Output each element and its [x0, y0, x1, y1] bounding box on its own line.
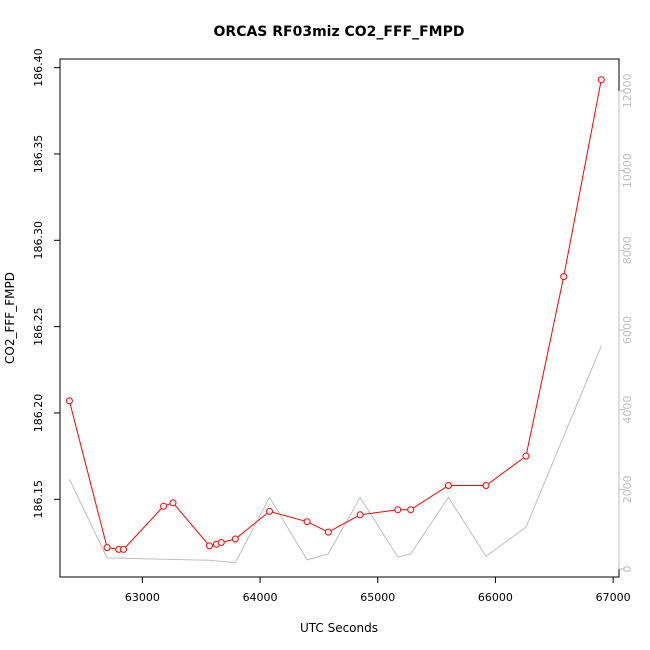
- co2-data-point: [169, 499, 177, 507]
- right-tick-label: 0: [621, 566, 634, 573]
- right-axis: 0 2000 4000 6000 8000 10000 12000: [618, 73, 634, 573]
- co2-data-point: [103, 544, 111, 552]
- co2-data-point: [394, 506, 402, 514]
- right-tick-label: 10000: [621, 153, 634, 188]
- bottom-tick-label: 63000: [125, 591, 160, 604]
- bottom-tick-label: 67000: [596, 591, 631, 604]
- right-axis-series-line: [68, 345, 602, 564]
- plot-frame: [59, 58, 620, 578]
- bottom-tick-label: 65000: [360, 591, 395, 604]
- co2-data-point: [356, 511, 364, 519]
- co2-data-point: [206, 542, 213, 550]
- series-layer: [65, 76, 605, 564]
- co2-data-point: [444, 482, 452, 489]
- co2-data-point: [407, 506, 415, 514]
- left-tick-label: 186.20: [32, 394, 45, 433]
- co2-data-point: [303, 518, 311, 526]
- co2-series-line: [68, 79, 602, 550]
- right-tick-label: 12000: [621, 73, 634, 108]
- right-tick-label: 2000: [621, 475, 634, 503]
- bottom-tick-label: 64000: [243, 591, 278, 604]
- x-axis-label: UTC Seconds: [300, 621, 378, 635]
- left-tick-label: 186.35: [32, 135, 45, 174]
- left-axis: 186.15 186.20 186.25 186.30 186.35 186.40: [32, 48, 61, 519]
- co2-data-point: [65, 397, 73, 405]
- left-tick-label: 186.25: [32, 307, 45, 346]
- co2-data-point: [560, 273, 568, 281]
- y-axis-label: CO2_FFF_FMPD: [3, 272, 17, 364]
- bottom-tick-label: 66000: [478, 591, 513, 604]
- co2-data-point: [231, 535, 239, 543]
- co2-data-point: [266, 507, 273, 515]
- right-tick-label: 6000: [621, 316, 634, 344]
- co2-data-point: [522, 452, 530, 460]
- right-tick-label: 8000: [621, 236, 634, 264]
- co2-data-point: [217, 539, 225, 546]
- bottom-axis: 63000 64000 65000 66000 67000: [125, 576, 631, 604]
- right-tick-label: 4000: [621, 396, 634, 424]
- left-tick-label: 186.15: [32, 480, 45, 519]
- co2-data-point: [482, 482, 490, 489]
- co2-data-point: [120, 545, 127, 553]
- chart-title: ORCAS RF03miz CO2_FFF_FMPD: [214, 24, 465, 40]
- left-tick-label: 186.30: [32, 221, 45, 259]
- co2-data-point: [597, 76, 605, 84]
- co2-data-point: [324, 528, 332, 536]
- left-tick-label: 186.40: [32, 48, 45, 87]
- co2-data-point: [160, 502, 168, 510]
